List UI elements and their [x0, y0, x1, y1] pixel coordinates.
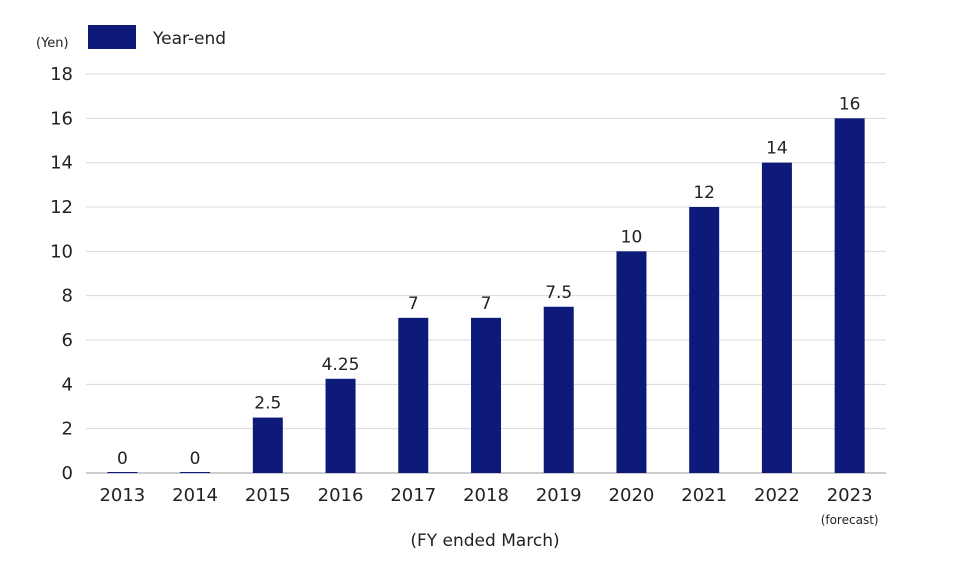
y-tick-label: 10 [50, 241, 73, 262]
x-tick-label-2021: 2021 [681, 485, 727, 506]
data-label-2014: 0 [190, 449, 201, 469]
data-labels: 0 0 2.5 4.25 7 7 7.5 10 12 14 16 [117, 94, 861, 469]
x-tick-label-2020: 2020 [609, 485, 655, 506]
y-tick-label: 4 [62, 374, 73, 395]
bar-2023 [834, 118, 865, 473]
x-tick-label-2014: 2014 [172, 485, 218, 506]
x-tick-label-2013: 2013 [99, 485, 145, 506]
y-tick-label: 6 [62, 330, 73, 351]
x-tick-label-2016: 2016 [318, 485, 364, 506]
x-axis-title: (FY ended March) [410, 531, 559, 551]
gridlines [86, 73, 886, 430]
x-tick-label-2019: 2019 [536, 485, 582, 506]
legend-swatch [88, 25, 136, 49]
y-tick-label: 12 [50, 197, 73, 218]
y-unit-label: (Yen) [36, 36, 69, 51]
bar-2016 [325, 378, 356, 473]
bars [107, 118, 865, 473]
bar-2017 [398, 317, 429, 473]
x-tick-label-2015: 2015 [245, 485, 291, 506]
data-label-2013: 0 [117, 449, 128, 469]
data-label-2022: 14 [766, 139, 788, 159]
data-label-2017: 7 [408, 294, 419, 314]
data-label-2015: 2.5 [254, 394, 281, 414]
x-tick-note-2023: (forecast) [821, 513, 879, 527]
legend: Year-end [88, 25, 226, 49]
bar-2019 [543, 306, 574, 473]
data-label-2018: 7 [481, 294, 492, 314]
y-tick-label: 2 [62, 419, 73, 440]
y-tick-label: 14 [50, 153, 73, 174]
bar-2013 [107, 472, 138, 473]
data-label-2016: 4.25 [322, 355, 360, 375]
data-label-2021: 12 [693, 183, 715, 203]
y-tick-label: 0 [62, 463, 73, 484]
y-tick-label: 18 [50, 64, 73, 85]
data-label-2020: 10 [621, 227, 643, 247]
bar-2020 [616, 251, 647, 473]
x-tick-label-2023: 2023 [827, 485, 873, 506]
data-label-2019: 7.5 [545, 283, 572, 303]
y-tick-label: 16 [50, 108, 73, 129]
x-tick-label-2022: 2022 [754, 485, 800, 506]
y-tick-label: 8 [62, 286, 73, 307]
bar-2018 [471, 317, 501, 473]
bar-2015 [252, 417, 283, 473]
bar-2021 [689, 207, 720, 473]
x-tick-label-2017: 2017 [390, 485, 436, 506]
axes: 0 2 4 6 8 10 12 14 16 18 2013 2014 2015 2016 2017 2018 2… [50, 64, 886, 527]
data-label-2023: 16 [839, 94, 861, 114]
bar-2014 [180, 472, 211, 473]
bar-2022 [761, 162, 792, 473]
legend-label-year-end: Year-end [152, 29, 226, 49]
x-tick-label-2018: 2018 [463, 485, 509, 506]
